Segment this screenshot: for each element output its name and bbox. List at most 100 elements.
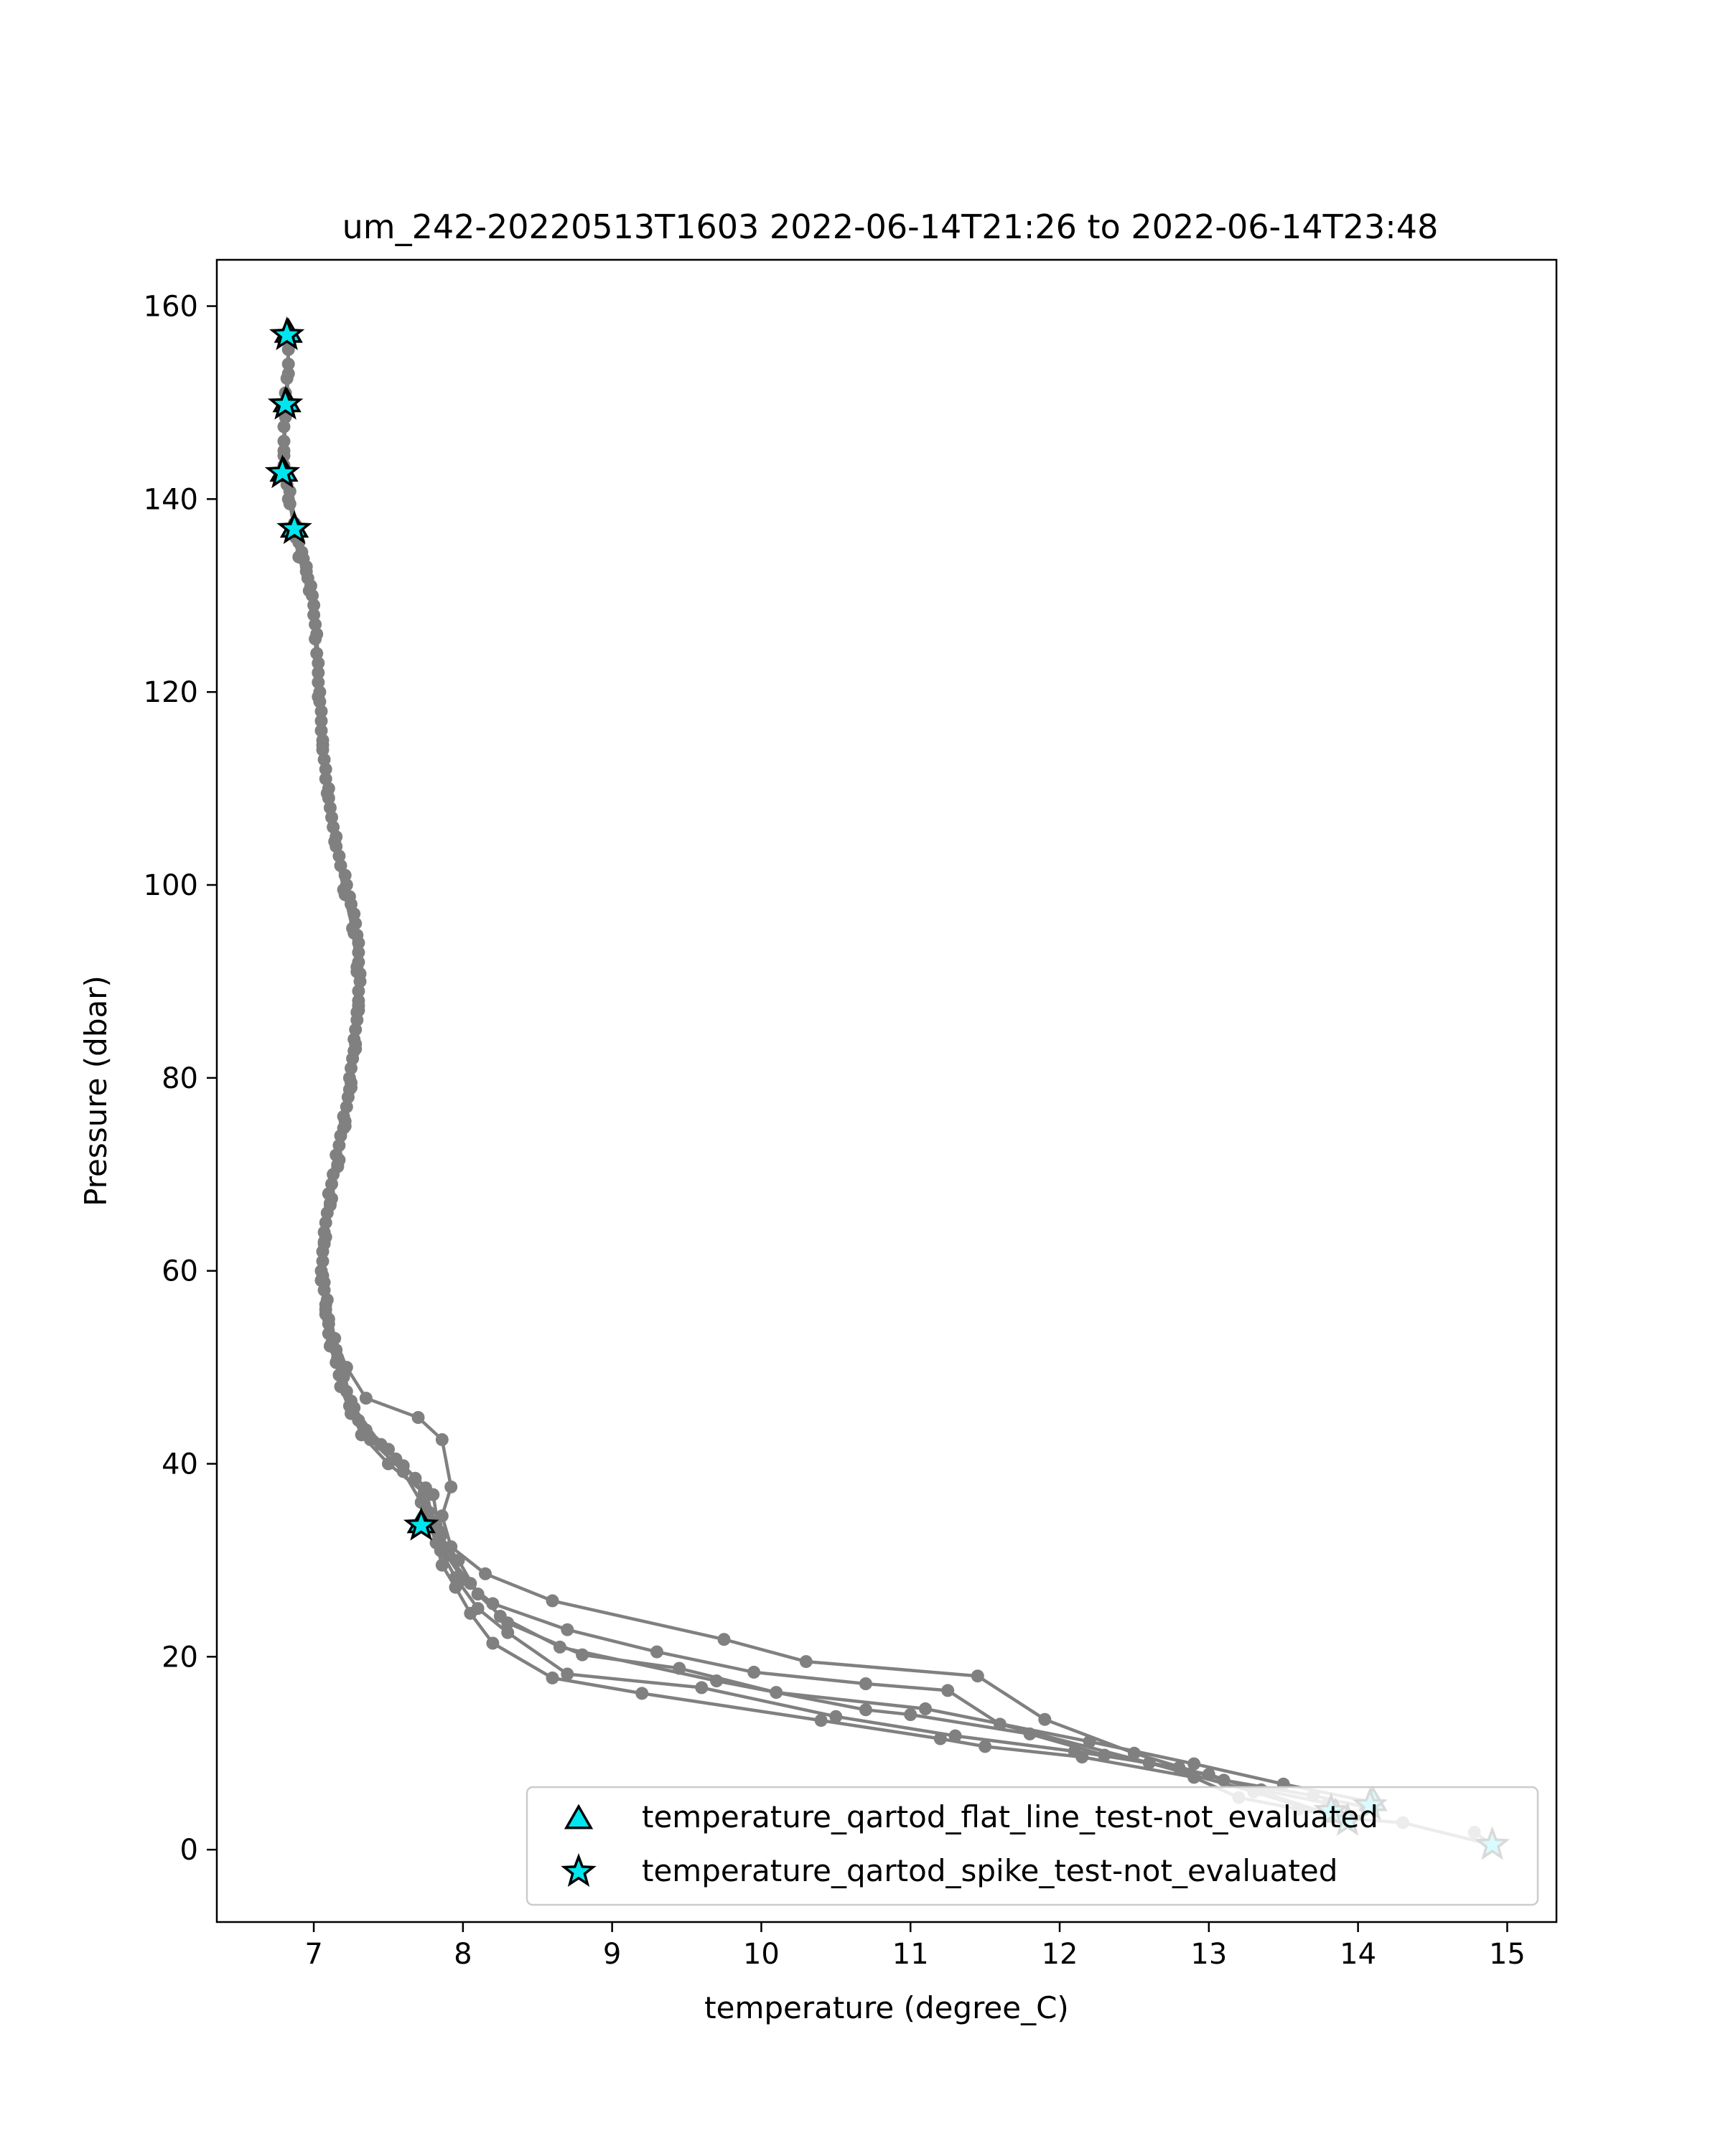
- y-tick-label: 140: [144, 483, 198, 516]
- profile-point: [338, 1120, 352, 1133]
- profile-point: [1038, 1712, 1052, 1726]
- profile-point: [359, 1392, 373, 1405]
- chart-title: um_242-20220513T1603 2022-06-14T21:26 to…: [342, 207, 1439, 246]
- profile-point: [411, 1411, 425, 1424]
- profile-point: [319, 1308, 332, 1321]
- spike-test-marker: [269, 316, 305, 350]
- profile-point: [993, 1717, 1007, 1731]
- x-tick-label: 15: [1489, 1938, 1526, 1971]
- profile-point: [650, 1645, 663, 1659]
- profile-point: [323, 1196, 337, 1210]
- profile-point: [350, 965, 364, 978]
- profile-point: [313, 695, 327, 708]
- y-tick-label: 60: [162, 1255, 198, 1288]
- profile-point: [310, 647, 324, 660]
- profile-point: [501, 1626, 515, 1639]
- y-tick-label: 80: [162, 1062, 198, 1095]
- y-tick-label: 100: [144, 869, 198, 902]
- profile-point: [829, 1710, 843, 1723]
- profile-point: [635, 1687, 649, 1700]
- x-tick-label: 12: [1042, 1938, 1078, 1971]
- x-tick-label: 13: [1190, 1938, 1227, 1971]
- profile-point: [438, 1546, 452, 1560]
- profile-point: [306, 589, 319, 602]
- spike-test-marker: [264, 454, 301, 489]
- profile-point: [417, 1486, 431, 1499]
- profile-point: [323, 1339, 337, 1353]
- profile-point: [342, 1399, 356, 1412]
- profile-point: [277, 449, 291, 462]
- y-tick-label: 40: [162, 1448, 198, 1481]
- profile-point: [355, 1428, 368, 1442]
- profile-point: [352, 1003, 365, 1017]
- profile-point: [814, 1714, 828, 1728]
- profile-point: [561, 1667, 574, 1681]
- profile-point: [382, 1457, 395, 1471]
- y-tick-label: 160: [144, 291, 198, 324]
- x-tick-label: 9: [603, 1938, 621, 1971]
- profile-point: [330, 840, 343, 853]
- profile-point: [283, 484, 296, 498]
- profile-point: [859, 1677, 872, 1690]
- profile-point: [444, 1480, 458, 1494]
- profile-point: [322, 792, 335, 805]
- profile-point: [396, 1459, 410, 1473]
- legend-label-flat-line-test: temperature_qartod_flat_line_test-not_ev…: [642, 1799, 1378, 1834]
- profile-point: [948, 1729, 962, 1743]
- profile-point: [486, 1597, 500, 1611]
- profile-point: [1127, 1746, 1141, 1760]
- legend-box: [526, 1786, 1539, 1906]
- legend-label-spike-test: temperature_qartod_spike_test-not_evalua…: [642, 1853, 1337, 1888]
- profile-point: [561, 1623, 574, 1636]
- profile-point: [710, 1674, 724, 1687]
- profile-point: [717, 1633, 731, 1646]
- profile-point: [296, 552, 310, 566]
- profile-point: [331, 1158, 345, 1171]
- profile-point: [345, 1061, 358, 1075]
- profile-point: [859, 1703, 872, 1717]
- profile-point: [338, 888, 352, 901]
- axis-layer: 7 8 9 10 11 12 13 14 15 0 20 40 60 80 100 120 140 160: [144, 291, 1526, 1971]
- profile-point: [919, 1702, 932, 1715]
- spike-test-marker: [403, 1506, 439, 1541]
- x-tick-label: 10: [743, 1938, 780, 1971]
- profile-point: [281, 343, 295, 356]
- profile-point: [1142, 1756, 1156, 1770]
- profile-point: [486, 1636, 500, 1650]
- profile-point: [314, 1274, 328, 1288]
- profile-point: [546, 1671, 559, 1684]
- x-axis-label: temperature (degree_C): [704, 1990, 1069, 2025]
- y-tick-label: 20: [162, 1641, 198, 1674]
- profile-point: [695, 1681, 709, 1695]
- profile-point: [479, 1567, 492, 1580]
- y-tick-label: 0: [180, 1834, 198, 1867]
- profile-point: [471, 1602, 485, 1616]
- x-tick-label: 11: [892, 1938, 929, 1971]
- profile-line: [282, 349, 1347, 1823]
- plot-frame: [215, 258, 1558, 1923]
- profile-point: [347, 927, 361, 940]
- profile-point: [456, 1573, 470, 1586]
- profile-point: [971, 1669, 984, 1683]
- legend-triangle-marker: [564, 1804, 594, 1829]
- profile-point: [493, 1609, 507, 1623]
- x-tick-label: 8: [454, 1938, 472, 1971]
- profile-point: [747, 1665, 761, 1679]
- legend-star-marker: [561, 1853, 597, 1888]
- legend: temperature_qartod_flat_line_test-not_ev…: [526, 1786, 1539, 1906]
- x-tick-label: 14: [1340, 1938, 1376, 1971]
- profile-point: [941, 1684, 955, 1697]
- profile-point: [349, 1042, 363, 1056]
- profile-point: [799, 1655, 813, 1669]
- x-tick-label: 7: [304, 1938, 322, 1971]
- profile-point: [979, 1740, 992, 1753]
- profile-point: [332, 1368, 346, 1382]
- spike-test-marker: [276, 510, 312, 545]
- y-tick-label: 120: [144, 676, 198, 709]
- spike-test-marker: [267, 385, 304, 420]
- profile-point: [904, 1708, 917, 1721]
- y-axis-label: Pressure (dbar): [78, 975, 113, 1206]
- profile-point: [553, 1640, 566, 1654]
